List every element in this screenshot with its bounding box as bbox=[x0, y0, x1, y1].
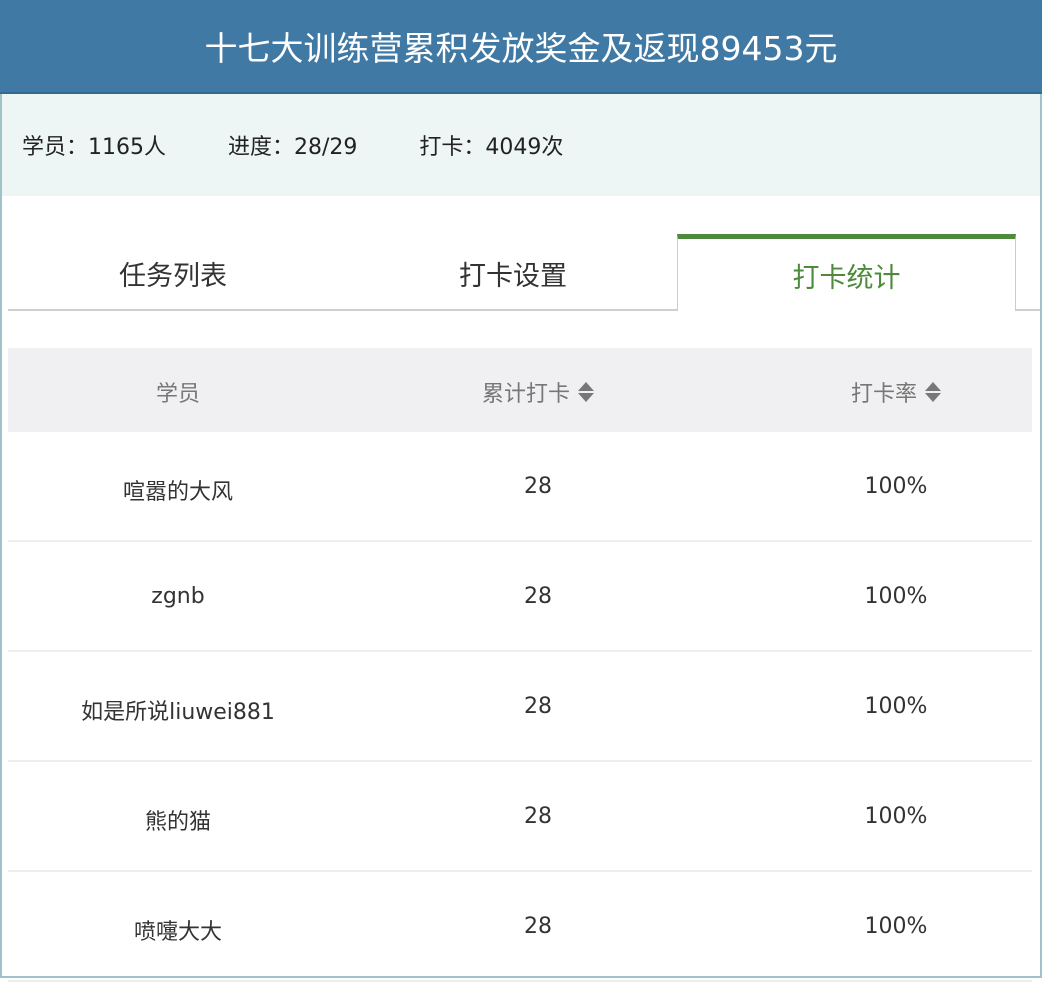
column-header-total[interactable]: 累计打卡 bbox=[481, 376, 595, 408]
cell-rate: 100% bbox=[864, 694, 928, 719]
cell-student: 熊的猫 bbox=[144, 810, 212, 835]
cell-total: 28 bbox=[524, 474, 552, 499]
table-row: 喷嚏大大 28 100% bbox=[8, 872, 1032, 982]
stats-bar: 学员：1165人 进度：28/29 打卡：4049次 bbox=[2, 94, 1040, 196]
sort-updown-icon[interactable] bbox=[578, 382, 595, 402]
table-row: 如是所说liuwei881 28 100% bbox=[8, 652, 1032, 762]
column-label: 累计打卡 bbox=[481, 382, 571, 407]
cell-total: 28 bbox=[524, 914, 552, 939]
cell-rate: 100% bbox=[864, 474, 928, 499]
cell-total: 28 bbox=[524, 694, 552, 719]
cell-student: 喧嚣的大风 bbox=[122, 480, 234, 505]
table-row: 喧嚣的大风 28 100% bbox=[8, 432, 1032, 542]
cell-student: 喷嚏大大 bbox=[133, 920, 223, 945]
column-header-student: 学员 bbox=[156, 376, 200, 408]
table-row: zgnb 28 100% bbox=[8, 542, 1032, 652]
column-label: 打卡率 bbox=[850, 382, 918, 407]
cell-rate: 100% bbox=[864, 804, 928, 829]
tab-checkin-settings[interactable]: 打卡设置 bbox=[459, 261, 567, 292]
stat-students: 学员：1165人 bbox=[22, 135, 166, 160]
cell-student: zgnb bbox=[151, 584, 205, 609]
cell-rate: 100% bbox=[864, 584, 928, 609]
stat-progress: 进度：28/29 bbox=[228, 135, 358, 160]
table-header: 学员 累计打卡 打卡率 bbox=[8, 348, 1032, 432]
table-row: 熊的猫 28 100% bbox=[8, 762, 1032, 872]
sort-updown-icon[interactable] bbox=[925, 382, 942, 402]
tab-task-list[interactable]: 任务列表 bbox=[119, 261, 227, 292]
cell-rate: 100% bbox=[864, 914, 928, 939]
tab-bar: 任务列表 打卡设置 打卡统计 bbox=[8, 234, 1040, 311]
cell-student: 如是所说liuwei881 bbox=[81, 700, 275, 725]
cell-total: 28 bbox=[524, 804, 552, 829]
tab-checkin-stats[interactable]: 打卡统计 bbox=[677, 234, 1016, 311]
column-header-rate[interactable]: 打卡率 bbox=[850, 376, 942, 408]
page-title: 十七大训练营累积发放奖金及返现89453元 bbox=[0, 0, 1042, 94]
column-label: 学员 bbox=[155, 382, 201, 407]
stat-checkins: 打卡：4049次 bbox=[419, 135, 564, 160]
cell-total: 28 bbox=[524, 584, 552, 609]
